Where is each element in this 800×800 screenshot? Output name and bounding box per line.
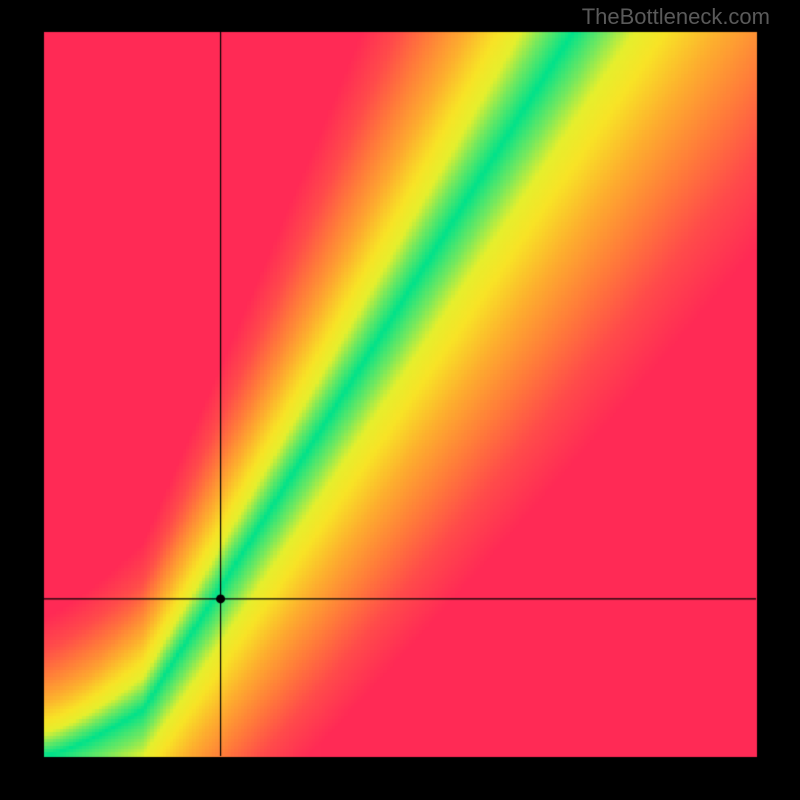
chart-container: { "watermark": { "text": "TheBottleneck.… [0,0,800,800]
watermark-text: TheBottleneck.com [582,4,770,30]
bottleneck-heatmap [0,0,800,800]
